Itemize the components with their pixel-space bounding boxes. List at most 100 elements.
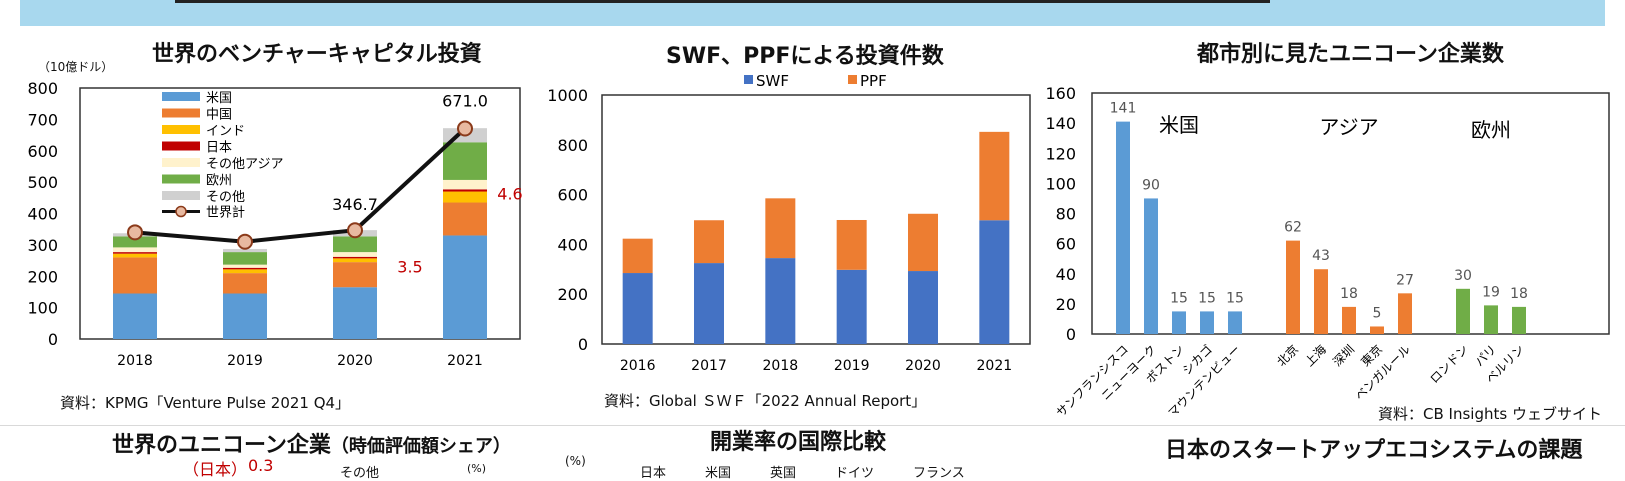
unicorn-bar (1144, 198, 1158, 334)
vc-label-2021: 671.0 (442, 91, 488, 110)
vc-bar-segment (443, 179, 487, 190)
unicorn-chart-title: 都市別に見たユニコーン企業数 (1197, 42, 1504, 67)
unicorn-value-label: 27 (1396, 272, 1414, 288)
swf-y-tick: 600 (557, 186, 588, 205)
vc-bar-segment (223, 293, 267, 339)
vc-bar-segment (113, 247, 157, 253)
vc-y-tick: 0 (48, 330, 58, 349)
vc-y-tick: 700 (27, 110, 58, 129)
vc-bar-segment (113, 236, 157, 248)
bottom-left-title-sub: （時価評価額シェア） (330, 436, 511, 457)
top-banner (20, 0, 1605, 26)
vc-bar-segment (223, 267, 267, 270)
vc-bar-segment (223, 252, 267, 265)
vc-y-tick: 400 (27, 205, 58, 224)
unicorn-bar (1484, 305, 1498, 334)
vc-bar-segment (223, 248, 267, 253)
swf-bar-segment (908, 271, 938, 344)
unicorn-bar (1314, 269, 1328, 334)
unicorn-value-label: 18 (1510, 286, 1528, 302)
unicorn-city-label: 深圳 (1330, 342, 1357, 369)
vc-legend-swatch (162, 92, 200, 101)
vc-y-tick: 300 (27, 236, 58, 255)
swf-y-tick: 0 (578, 335, 588, 354)
vc-bar-segment (333, 262, 377, 288)
swf-y-tick: 1000 (547, 86, 588, 105)
swf-bar-segment (836, 269, 867, 344)
vc-bar-segment (113, 253, 157, 258)
vc-legend-label: 米国 (206, 91, 232, 106)
unicorn-value-label: 62 (1284, 220, 1302, 236)
unicorn-y-tick: 60 (1056, 235, 1076, 254)
swf-x-tick: 2021 (977, 358, 1013, 374)
vc-source: 資料：KPMG「Venture Pulse 2021 Q4」 (60, 394, 351, 412)
unicorn-value-label: 30 (1454, 268, 1472, 284)
vc-bar-segment (333, 287, 377, 339)
swf-bar-segment (694, 220, 724, 264)
vc-total-marker (457, 120, 473, 137)
swf-x-tick: 2018 (763, 358, 799, 374)
japan-share-value: 0.3 (248, 456, 274, 475)
unicorn-bar (1370, 326, 1384, 334)
vc-unit-label: （10億ドル） (38, 60, 114, 74)
vc-japan-2021: 4.6 (497, 185, 522, 204)
unicorn-city-label: 上海 (1302, 342, 1330, 370)
swf-bar-segment (694, 263, 724, 344)
vc-legend-swatch (162, 141, 200, 151)
unicorn-bar (1398, 293, 1412, 334)
swf-y-tick: 400 (557, 235, 588, 254)
swf-bar-segment (622, 238, 653, 274)
swf-bar-segment (908, 213, 938, 272)
vc-legend-label: その他 (206, 190, 245, 205)
bottom-mid-title: 開業率の国際比較 (710, 430, 887, 455)
vc-bar-segment (443, 191, 487, 203)
swf-x-tick: 2016 (620, 358, 656, 374)
vc-chart-title: 世界のベンチャーキャピタル投資 (152, 42, 482, 67)
unicorn-source: 資料：CB Insights ウェブサイト (1378, 405, 1602, 423)
unicorn-bar (1512, 306, 1526, 334)
vc-bar-segment (223, 264, 267, 268)
swf-bar-segment (979, 131, 1010, 221)
vc-y-tick: 600 (27, 142, 58, 161)
swf-bar-segment (765, 258, 796, 344)
unicorn-bar (1172, 311, 1186, 334)
swf-chart-title: SWF、PPFによる投資件数 (666, 44, 944, 69)
vc-x-tick: 2019 (227, 353, 263, 369)
bottom-left-title: 世界のユニコーン企業（時価評価額シェア） (112, 427, 511, 459)
swf-legend-label: PPF (860, 72, 887, 90)
unicorn-y-tick: 140 (1045, 114, 1076, 133)
vc-x-tick: 2020 (337, 353, 373, 369)
vc-legend-swatch (162, 174, 200, 184)
unicorn-group-title: 欧州 (1471, 118, 1511, 142)
vc-bar-segment (333, 236, 377, 253)
vc-legend-label: 欧州 (206, 174, 232, 189)
unicorn-group-title: アジア (1319, 115, 1378, 139)
vc-legend-label: その他アジア (206, 157, 283, 172)
unicorn-value-label: 15 (1226, 290, 1244, 306)
pct-label-mid: (%) (565, 454, 586, 468)
unicorn-bar (1116, 121, 1130, 335)
unicorn-bar (1228, 311, 1242, 334)
unicorn-value-label: 5 (1373, 305, 1382, 321)
swf-x-tick: 2020 (905, 358, 941, 374)
swf-bar-segment (836, 219, 867, 270)
vc-bar-segment (443, 202, 487, 236)
vc-total-line (134, 127, 467, 244)
unicorn-value-label: 18 (1340, 286, 1358, 302)
unicorn-value-label: 141 (1110, 101, 1137, 117)
vc-y-tick: 200 (27, 267, 58, 286)
unicorn-bar (1200, 311, 1214, 334)
vc-bar-segment (223, 273, 267, 294)
unicorn-y-tick: 40 (1056, 265, 1076, 284)
vc-bar-segment (333, 258, 377, 263)
unicorn-value-label: 15 (1198, 290, 1216, 306)
swf-legend-swatch (744, 75, 753, 84)
vc-legend-swatch (162, 191, 200, 200)
swf-bar-segment (765, 198, 796, 259)
vc-y-tick: 800 (27, 79, 58, 98)
unicorn-group-title: 米国 (1159, 113, 1199, 137)
vc-bar-segment (443, 142, 487, 180)
vc-total-marker (237, 233, 253, 250)
swf-y-tick: 800 (557, 136, 588, 155)
unicorn-value-label: 90 (1142, 177, 1160, 193)
